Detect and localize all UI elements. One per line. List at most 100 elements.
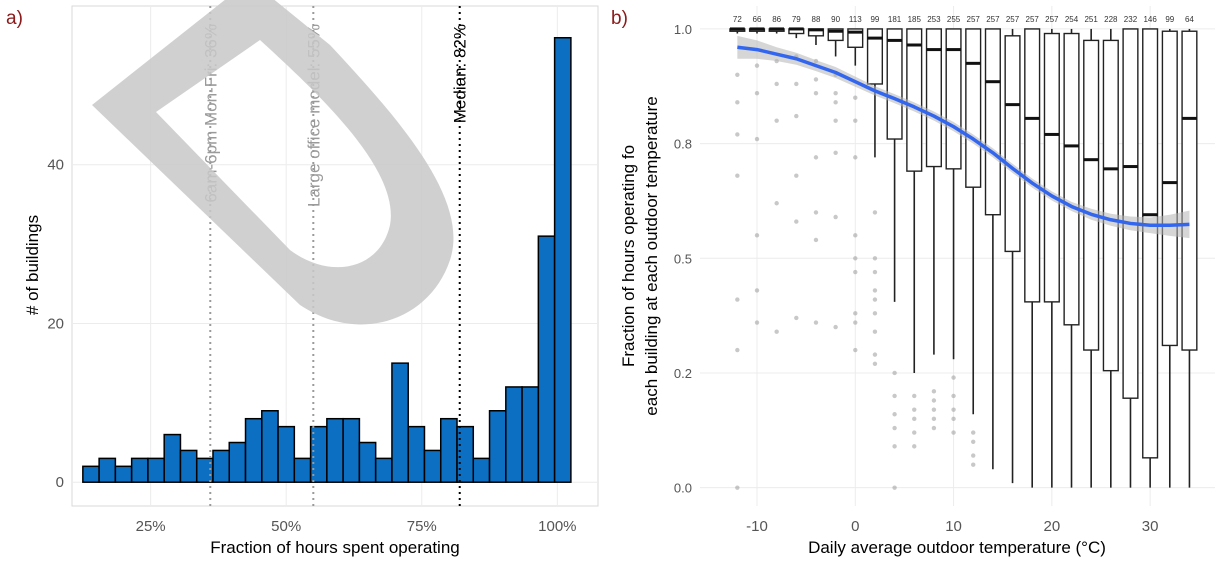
box (1161, 30, 1178, 347)
panel-b-x-axis-title: Daily average outdoor temperature (°C) (808, 538, 1106, 557)
outlier-point (833, 150, 838, 155)
outlier-point (813, 155, 819, 160)
reference-line-label: Median: 82% (451, 24, 470, 123)
histogram-bar (98, 457, 117, 483)
outlier-point (754, 320, 760, 325)
outlier-point (912, 430, 917, 435)
box-sample-count: 253 (927, 15, 941, 24)
box-sample-count: 64 (1185, 15, 1194, 24)
outlier-point (853, 233, 858, 238)
watermark: D (92, 0, 454, 325)
histogram-bar (407, 425, 426, 483)
panel-a-label: a) (6, 8, 23, 29)
histogram-bar (374, 457, 393, 483)
outlier-point (853, 256, 858, 261)
outlier-point (951, 375, 956, 380)
panel-b: b) 72 66 86 79 88 90 113 99 181 185 253 255 257 257 25… (611, 6, 1215, 557)
outlier-point (833, 214, 838, 220)
box-sample-count: 181 (888, 15, 902, 24)
panel-b-sample-counts: 72 66 86 79 88 90 113 99 181 185 253 255 257 257 257 25… (733, 15, 1195, 24)
outlier-point (735, 100, 740, 105)
outlier-point (892, 393, 897, 399)
outlier-point (735, 485, 740, 490)
box-sample-count: 86 (772, 15, 781, 24)
outlier-point (853, 269, 858, 275)
histogram-bar (212, 449, 231, 483)
panel-a-x-tick-label: 75% (407, 518, 437, 535)
outlier-point (872, 311, 878, 316)
histogram-bar (147, 457, 165, 483)
panel-a-y-axis-title: # of buildings (23, 215, 42, 315)
panel-a-x-tick-label: 50% (271, 518, 301, 535)
panel-b-x-tick-label: 10 (945, 518, 962, 535)
outlier-point (813, 237, 819, 243)
box (827, 28, 844, 42)
box-sample-count: 146 (1143, 15, 1157, 24)
box-sample-count: 232 (1124, 15, 1138, 24)
outlier-point (754, 63, 760, 68)
panel-b-smooth (737, 35, 1190, 239)
histogram-bar (195, 457, 214, 483)
outlier-point (735, 347, 740, 353)
box (925, 28, 942, 168)
histogram-bar (456, 425, 475, 483)
outlier-point (754, 90, 760, 96)
outlier-point (813, 77, 819, 82)
outlier-point (774, 201, 779, 206)
panel-a-y-tick-label: 40 (47, 157, 64, 174)
box-sample-count: 99 (870, 15, 879, 24)
outlier-point (754, 136, 760, 142)
panel-b-y-tick-label: 0.8 (674, 137, 692, 152)
outlier-point (833, 90, 838, 96)
histogram-bar (163, 433, 182, 483)
outlier-point (931, 407, 937, 412)
histogram-bar (537, 235, 556, 483)
box (1043, 32, 1060, 303)
histogram-bar (261, 410, 279, 483)
panel-a-bars (82, 36, 572, 483)
box-sample-count: 99 (1165, 15, 1174, 24)
outlier-point (833, 118, 838, 123)
outlier-point (853, 347, 858, 353)
histogram-bar (472, 457, 491, 483)
outlier-point (754, 288, 760, 293)
panel-b-x-tick-label: 0 (851, 518, 859, 535)
histogram-bar (342, 417, 361, 483)
panel-b-y-tick-label: 0.5 (674, 251, 692, 266)
panel-b-x-tick-label: 30 (1142, 518, 1159, 535)
histogram-bar (553, 36, 572, 483)
smooth-confidence-band (737, 35, 1190, 239)
panel-b-x-tick-label: 20 (1044, 518, 1061, 535)
box-sample-count: 228 (1104, 15, 1118, 24)
panel-a-y-tick-labels: 0 20 40 (47, 157, 64, 491)
box-sample-count: 254 (1065, 15, 1079, 24)
outlier-point (853, 155, 858, 160)
panel-a-x-tick-label: 25% (136, 518, 166, 535)
outlier-point (853, 95, 858, 100)
smooth-line (737, 45, 1190, 228)
outlier-point (794, 81, 799, 87)
histogram-bar (277, 425, 296, 483)
histogram-bar (391, 362, 409, 483)
box (886, 28, 903, 140)
outlier-point (931, 398, 937, 403)
box (1102, 39, 1119, 372)
box-sample-count: 72 (733, 15, 742, 24)
box-sample-count: 185 (908, 15, 922, 24)
outlier-point (794, 113, 799, 119)
histogram-bar (488, 410, 507, 483)
panel-b-y-tick-label: 1.0 (674, 22, 692, 37)
outlier-point (951, 416, 956, 422)
panel-b-x-tick-label: -10 (746, 518, 768, 535)
outlier-point (892, 370, 897, 376)
panel-b-outliers (735, 54, 976, 490)
panel-b-y-tick-labels: 0.0 0.2 0.5 0.8 1.0 (674, 22, 692, 496)
box (906, 28, 923, 172)
box-sample-count: 257 (1026, 15, 1040, 24)
outlier-point (735, 72, 740, 78)
panel-a-y-tick-label: 0 (56, 474, 64, 491)
outlier-point (813, 320, 819, 325)
panel-b-y-tick-label: 0.0 (674, 481, 692, 496)
box-sample-count: 255 (947, 15, 961, 24)
